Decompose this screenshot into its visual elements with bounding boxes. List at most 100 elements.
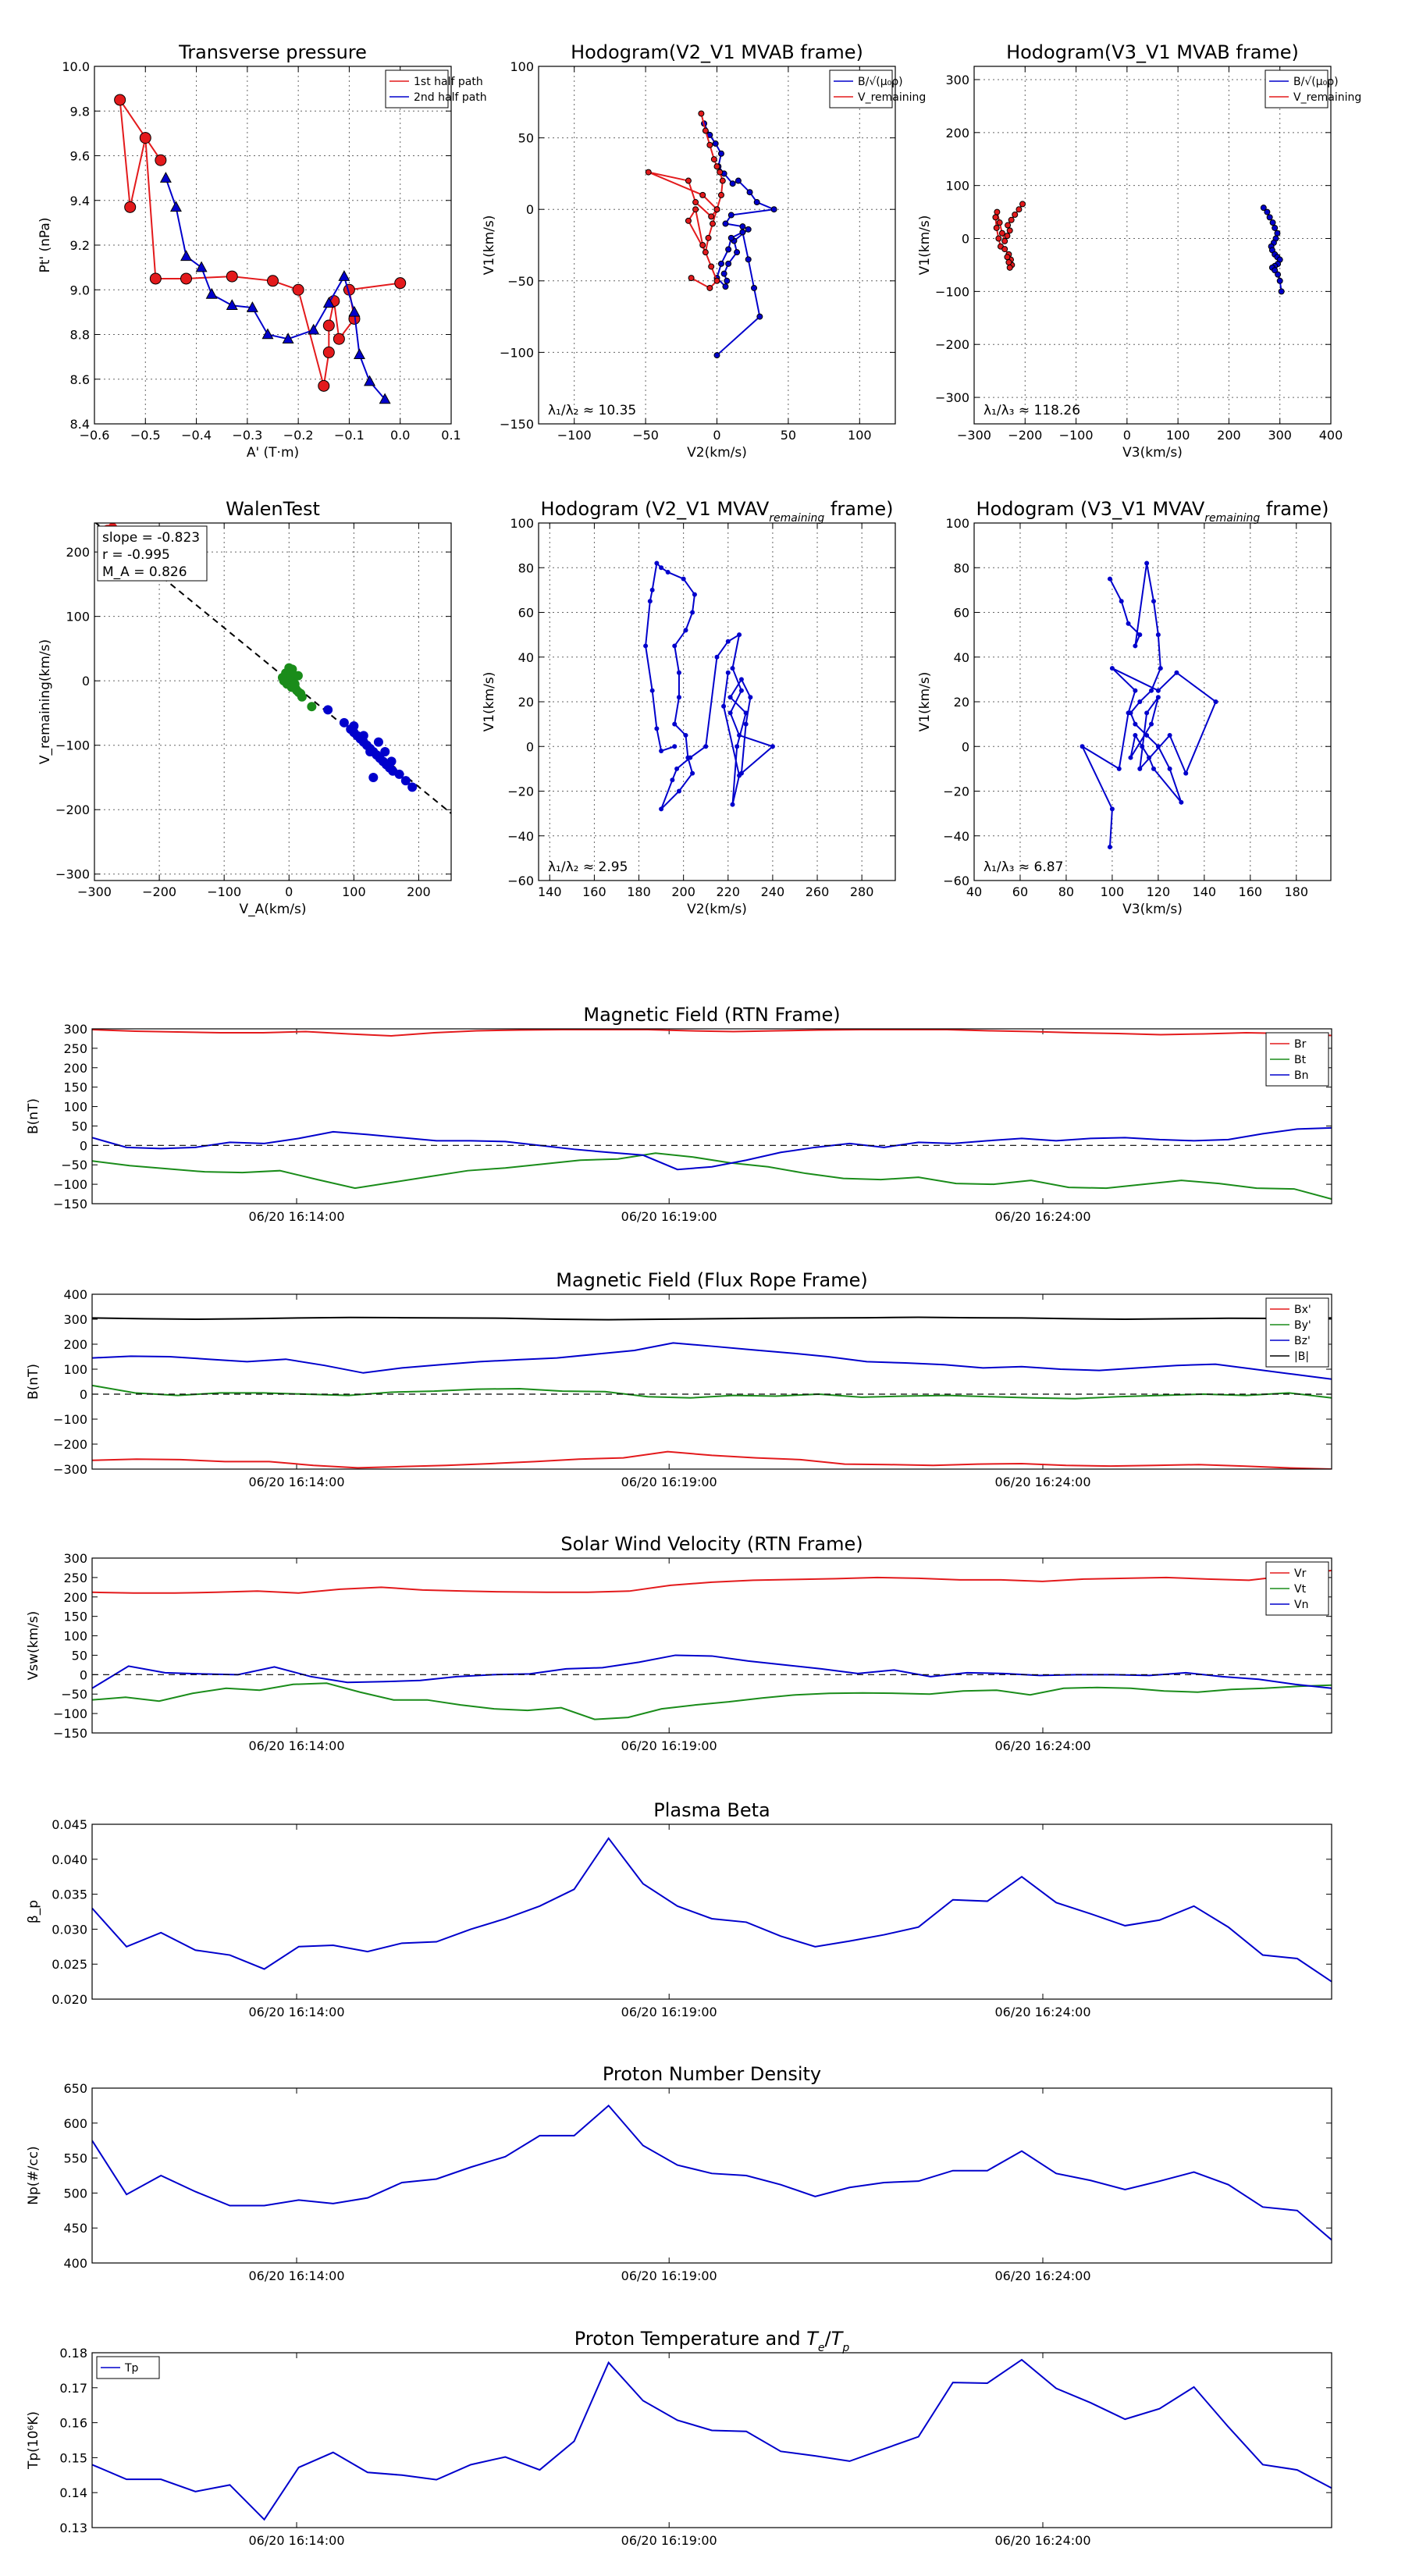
x-tick-label: 300 bbox=[1268, 428, 1292, 443]
data-point bbox=[1269, 219, 1276, 226]
legend: 1st half path 2nd half path bbox=[385, 69, 487, 109]
y-tick-label: 250 bbox=[63, 1571, 87, 1585]
series-line-by bbox=[92, 1384, 1332, 1400]
data-point bbox=[1137, 632, 1143, 638]
series-line-vn bbox=[92, 1654, 1332, 1689]
y-tick-label: −100 bbox=[500, 345, 534, 360]
x-tick-label: −0.2 bbox=[283, 428, 314, 443]
legend-label: Br bbox=[1294, 1038, 1307, 1051]
series-line-bx bbox=[92, 1450, 1332, 1469]
data-point bbox=[730, 666, 735, 671]
data-point bbox=[180, 272, 193, 285]
x-tick-label: 100 bbox=[1166, 428, 1190, 443]
legend: B/√(μ₀ρ) V_remaining bbox=[1264, 69, 1361, 109]
x-tick-label: 06/20 16:24:00 bbox=[994, 1475, 1090, 1489]
legend-box bbox=[385, 69, 449, 109]
data-point bbox=[297, 692, 307, 702]
data-point bbox=[318, 379, 330, 392]
data-point bbox=[672, 744, 678, 749]
stats-line: r = -0.995 bbox=[102, 547, 170, 563]
y-tick-label: −100 bbox=[53, 1706, 87, 1721]
chart-title: Proton Number Density bbox=[603, 2063, 821, 2085]
data-point bbox=[149, 272, 162, 285]
data-point bbox=[665, 569, 670, 575]
y-tick-label: 100 bbox=[510, 59, 534, 74]
y-tick-label: −20 bbox=[507, 785, 534, 799]
x-axis-label: V2(km/s) bbox=[687, 902, 747, 917]
y-tick-label: 250 bbox=[63, 1041, 87, 1056]
data-point bbox=[307, 702, 317, 712]
y-tick-label: 0.16 bbox=[59, 2416, 87, 2431]
plot-area bbox=[92, 1569, 1332, 1720]
x-axis-label: V2(km/s) bbox=[687, 445, 747, 461]
data-point bbox=[400, 776, 411, 786]
y-axis-label: Pt' (nPa) bbox=[37, 218, 53, 273]
plot-area bbox=[94, 523, 451, 814]
plot-frame bbox=[91, 2352, 1332, 2528]
data-point bbox=[996, 219, 1003, 226]
data-point bbox=[1008, 216, 1015, 223]
y-axis-label: V1(km/s) bbox=[482, 672, 497, 732]
data-point bbox=[1151, 766, 1156, 771]
y-tick-label: 0 bbox=[80, 1138, 87, 1153]
data-point bbox=[649, 587, 655, 592]
data-point bbox=[114, 94, 126, 106]
data-point bbox=[1128, 755, 1133, 760]
data-point bbox=[155, 154, 167, 166]
series-line-vt bbox=[92, 1682, 1332, 1720]
legend-label: Vt bbox=[1294, 1583, 1307, 1596]
y-tick-label: −50 bbox=[507, 274, 534, 289]
chart-title: WalenTest bbox=[226, 498, 320, 520]
series-trajectory bbox=[643, 560, 775, 812]
data-point bbox=[743, 710, 749, 716]
eigenvalue-ratio: λ₁/λ₃ ≈ 118.26 bbox=[984, 403, 1080, 418]
data-point bbox=[659, 565, 664, 571]
y-axis-label: Tp(10⁶K) bbox=[26, 2411, 41, 2470]
y-tick-label: 650 bbox=[63, 2081, 87, 2096]
eigenvalue-ratio: λ₁/λ₂ ≈ 10.35 bbox=[548, 403, 636, 418]
data-point bbox=[722, 220, 729, 227]
data-point bbox=[1149, 721, 1154, 727]
chart-title: Plasma Beta bbox=[653, 1799, 770, 1821]
data-point bbox=[702, 249, 709, 256]
data-point bbox=[386, 756, 397, 767]
x-tick-label: −0.1 bbox=[334, 428, 365, 443]
x-tick-label: −0.5 bbox=[130, 428, 161, 443]
data-point bbox=[676, 695, 681, 700]
series-middle-points bbox=[277, 663, 317, 712]
y-tick-label: 300 bbox=[63, 1022, 87, 1037]
data-point bbox=[261, 328, 274, 340]
y-tick-label: 9.4 bbox=[70, 194, 90, 208]
data-point bbox=[1133, 688, 1138, 693]
data-point bbox=[1119, 599, 1124, 604]
data-point bbox=[676, 788, 681, 794]
x-tick-label: 140 bbox=[1193, 884, 1217, 899]
data-point bbox=[739, 223, 746, 230]
data-point bbox=[688, 275, 695, 282]
data-point bbox=[699, 242, 706, 248]
data-point bbox=[681, 576, 686, 582]
data-point bbox=[1012, 211, 1019, 218]
data-point bbox=[394, 277, 407, 290]
y-tick-label: 80 bbox=[518, 560, 534, 575]
data-point bbox=[770, 206, 777, 213]
grid bbox=[94, 66, 452, 425]
data-point bbox=[737, 632, 742, 638]
data-point bbox=[1137, 699, 1143, 704]
series-line bbox=[648, 113, 724, 290]
x-tick-label: 140 bbox=[538, 884, 562, 899]
data-point bbox=[1213, 699, 1218, 704]
data-point bbox=[729, 180, 736, 187]
x-tick-label: 06/20 16:19:00 bbox=[621, 2533, 717, 2548]
chart-ts6: 0.13 0.14 0.15 0.16 0.17 0.18 06/20 16:14:00 06… bbox=[26, 2328, 1332, 2548]
data-point bbox=[643, 643, 649, 649]
chart-title: Hodogram (V2_V1 MVAVremaining frame) bbox=[541, 498, 894, 525]
chart-ts3: −150 −100 −50 0 50 100 150 200 250 300 06/20 16:14… bbox=[26, 1533, 1332, 1753]
plot-area bbox=[92, 1029, 1332, 1200]
y-axis-label: β_p bbox=[26, 1900, 41, 1923]
series-line-beta bbox=[92, 1837, 1332, 1983]
data-point bbox=[195, 261, 208, 272]
data-point bbox=[734, 249, 741, 256]
legend-label: Bn bbox=[1294, 1069, 1308, 1082]
data-point bbox=[692, 592, 697, 597]
